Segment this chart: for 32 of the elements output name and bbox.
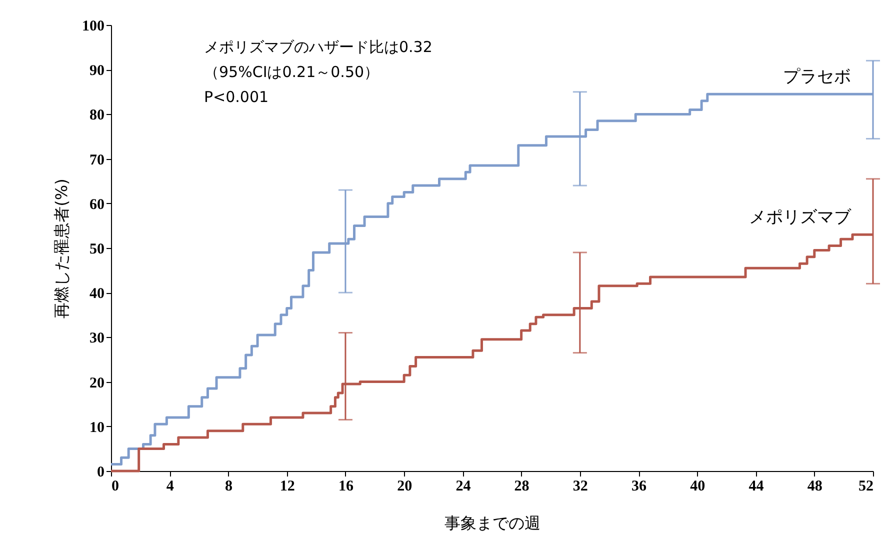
- x-axis-title: 事象までの週: [444, 514, 540, 532]
- y-tick-label: 70: [90, 152, 104, 168]
- y-tick-label: 50: [90, 242, 104, 258]
- x-tick-label: 40: [690, 478, 706, 494]
- x-tick-label: 16: [338, 478, 354, 494]
- annotation: （95%CIは0.21～0.50）: [204, 63, 380, 81]
- x-tick-label: 0: [112, 478, 119, 494]
- y-tick-label: 40: [90, 286, 104, 302]
- y-axis-title: 再燃した罹患者(%): [52, 178, 71, 318]
- y-tick-label: 100: [82, 18, 104, 34]
- series-label: プラセボ: [783, 67, 851, 88]
- x-tick-label: 8: [224, 478, 232, 494]
- y-tick-label: 20: [90, 375, 104, 392]
- annotation: メポリズマブのハザード比は0.32: [204, 38, 432, 56]
- y-tick-label: 90: [90, 63, 104, 80]
- x-tick-label: 24: [456, 478, 472, 494]
- series-label: メポリズマブ: [749, 208, 852, 228]
- x-tick-label: 4: [166, 478, 174, 494]
- x-tick-label: 12: [280, 478, 295, 494]
- x-tick-label: 52: [858, 478, 874, 494]
- x-tick-label: 48: [807, 478, 822, 494]
- x-tick-label: 36: [632, 478, 648, 494]
- x-tick-label: 20: [397, 478, 412, 494]
- x-tick-label: 28: [514, 478, 530, 494]
- y-tick-label: 60: [90, 196, 104, 213]
- y-tick-label: 80: [90, 108, 104, 124]
- annotation: P<0.001: [204, 88, 269, 106]
- y-tick-label: 30: [90, 330, 104, 347]
- x-tick-label: 32: [572, 478, 588, 494]
- x-tick-label: 44: [748, 478, 764, 494]
- y-tick-label: 0: [97, 464, 104, 480]
- y-tick-label: 10: [90, 420, 104, 436]
